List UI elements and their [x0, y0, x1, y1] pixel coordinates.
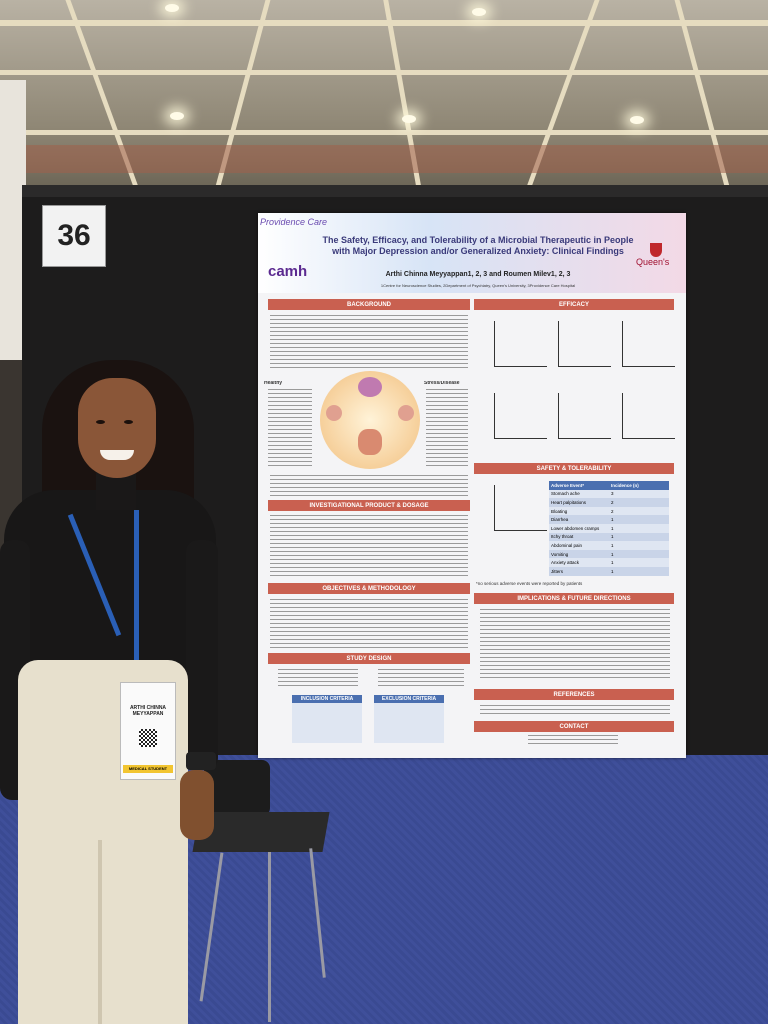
table-row: Anxiety attack 1 [549, 558, 669, 567]
section-objectives: OBJECTIVES & METHODOLOGY [268, 583, 470, 594]
study-design-left [278, 669, 358, 687]
person-face [78, 378, 156, 478]
references-text [480, 705, 670, 717]
table-row: Vomiting 1 [549, 549, 669, 559]
adverse-events-table: Adverse Event* Incidence (n) Stomach ach… [549, 481, 669, 576]
study-design-right [378, 669, 464, 687]
booth-number-sign: 36 [42, 205, 106, 267]
table-row: Stomach ache 3 [549, 489, 669, 499]
pillar [0, 80, 26, 360]
section-investigational-product: INVESTIGATIONAL PRODUCT & DOSAGE [268, 500, 470, 511]
exclusion-criteria-box [374, 703, 444, 743]
queens-logo: Queen's [636, 257, 670, 267]
ceiling-truss [0, 0, 768, 190]
badge-type: MEDICAL STUDENT [123, 765, 173, 773]
table-row: Heart palpitations 2 [549, 498, 669, 507]
name-badge: ARTHI CHINNA MEYYAPPAN MEDICAL STUDENT [120, 682, 176, 780]
section-efficacy: EFFICACY [474, 299, 674, 310]
table-row: Bloating 2 [549, 506, 669, 516]
efficacy-plot [622, 393, 675, 439]
table-row: Jitters 1 [549, 566, 669, 576]
person-eye [96, 420, 105, 424]
table-row: Lower abdomen cramps 1 [549, 523, 669, 533]
implications-text [480, 609, 670, 681]
efficacy-plot [558, 393, 611, 439]
efficacy-plot [494, 321, 547, 367]
section-references: REFERENCES [474, 689, 674, 700]
figure-caption [270, 475, 468, 497]
qr-code-icon [139, 729, 157, 747]
badge-name: ARTHI CHINNA MEYYAPPAN [129, 705, 167, 717]
healthy-label: Healthy [264, 381, 283, 386]
inclusion-criteria-box [292, 703, 362, 743]
healthy-list [268, 389, 312, 467]
lanyard-strap [134, 510, 139, 660]
chair [192, 760, 336, 1022]
stress-list [426, 389, 468, 467]
safety-plot [494, 485, 547, 531]
section-contact: CONTACT [474, 721, 674, 732]
investigational-text [270, 515, 468, 577]
efficacy-plot [622, 321, 675, 367]
safety-footnote: *no serious adverse events were reported… [476, 581, 583, 586]
section-implications: IMPLICATIONS & FUTURE DIRECTIONS [474, 593, 674, 604]
person-hand [180, 770, 214, 840]
table-row: Itchy throat 1 [549, 532, 669, 542]
background-text [270, 315, 468, 371]
person-smile [100, 450, 134, 460]
efficacy-plot [494, 393, 547, 439]
pants-seam [98, 840, 102, 1024]
section-background: BACKGROUND [268, 299, 470, 310]
table-row: Abdominal pain 1 [549, 541, 669, 550]
research-poster: Providence Care camh Queen's The Safety,… [258, 213, 686, 758]
contact-text [528, 735, 618, 747]
person-right-arm [186, 540, 218, 770]
section-study-design: STUDY DESIGN [268, 653, 470, 664]
efficacy-plot [558, 321, 611, 367]
person-eye [124, 420, 133, 424]
stress-disease-label: Stress/Disease [424, 381, 460, 386]
section-safety-tolerability: SAFETY & TOLERABILITY [474, 463, 674, 474]
inclusion-criteria-header: INCLUSION CRITERIA [292, 695, 362, 703]
queens-crest-icon [650, 243, 662, 257]
watch-icon [186, 752, 216, 770]
table-header: Adverse Event* Incidence (n) [549, 481, 669, 490]
objectives-text [270, 599, 468, 649]
poster-header [258, 213, 686, 293]
poster-affiliations: 1Centre for Neuroscience Studies, 2Depar… [380, 283, 576, 288]
table-row: Diarrhea 1 [549, 515, 669, 524]
poster-board-frame [22, 185, 768, 197]
poster-title: The Safety, Efficacy, and Tolerability o… [322, 235, 634, 256]
exclusion-criteria-header: EXCLUSION CRITERIA [374, 695, 444, 703]
poster-authors: Arthi Chinna Meyyappan1, 2, 3 and Roumen… [385, 271, 571, 278]
camh-logo: camh [268, 263, 308, 280]
gut-brain-axis-diagram [320, 371, 420, 469]
providence-care-logo: Providence Care [260, 217, 328, 227]
